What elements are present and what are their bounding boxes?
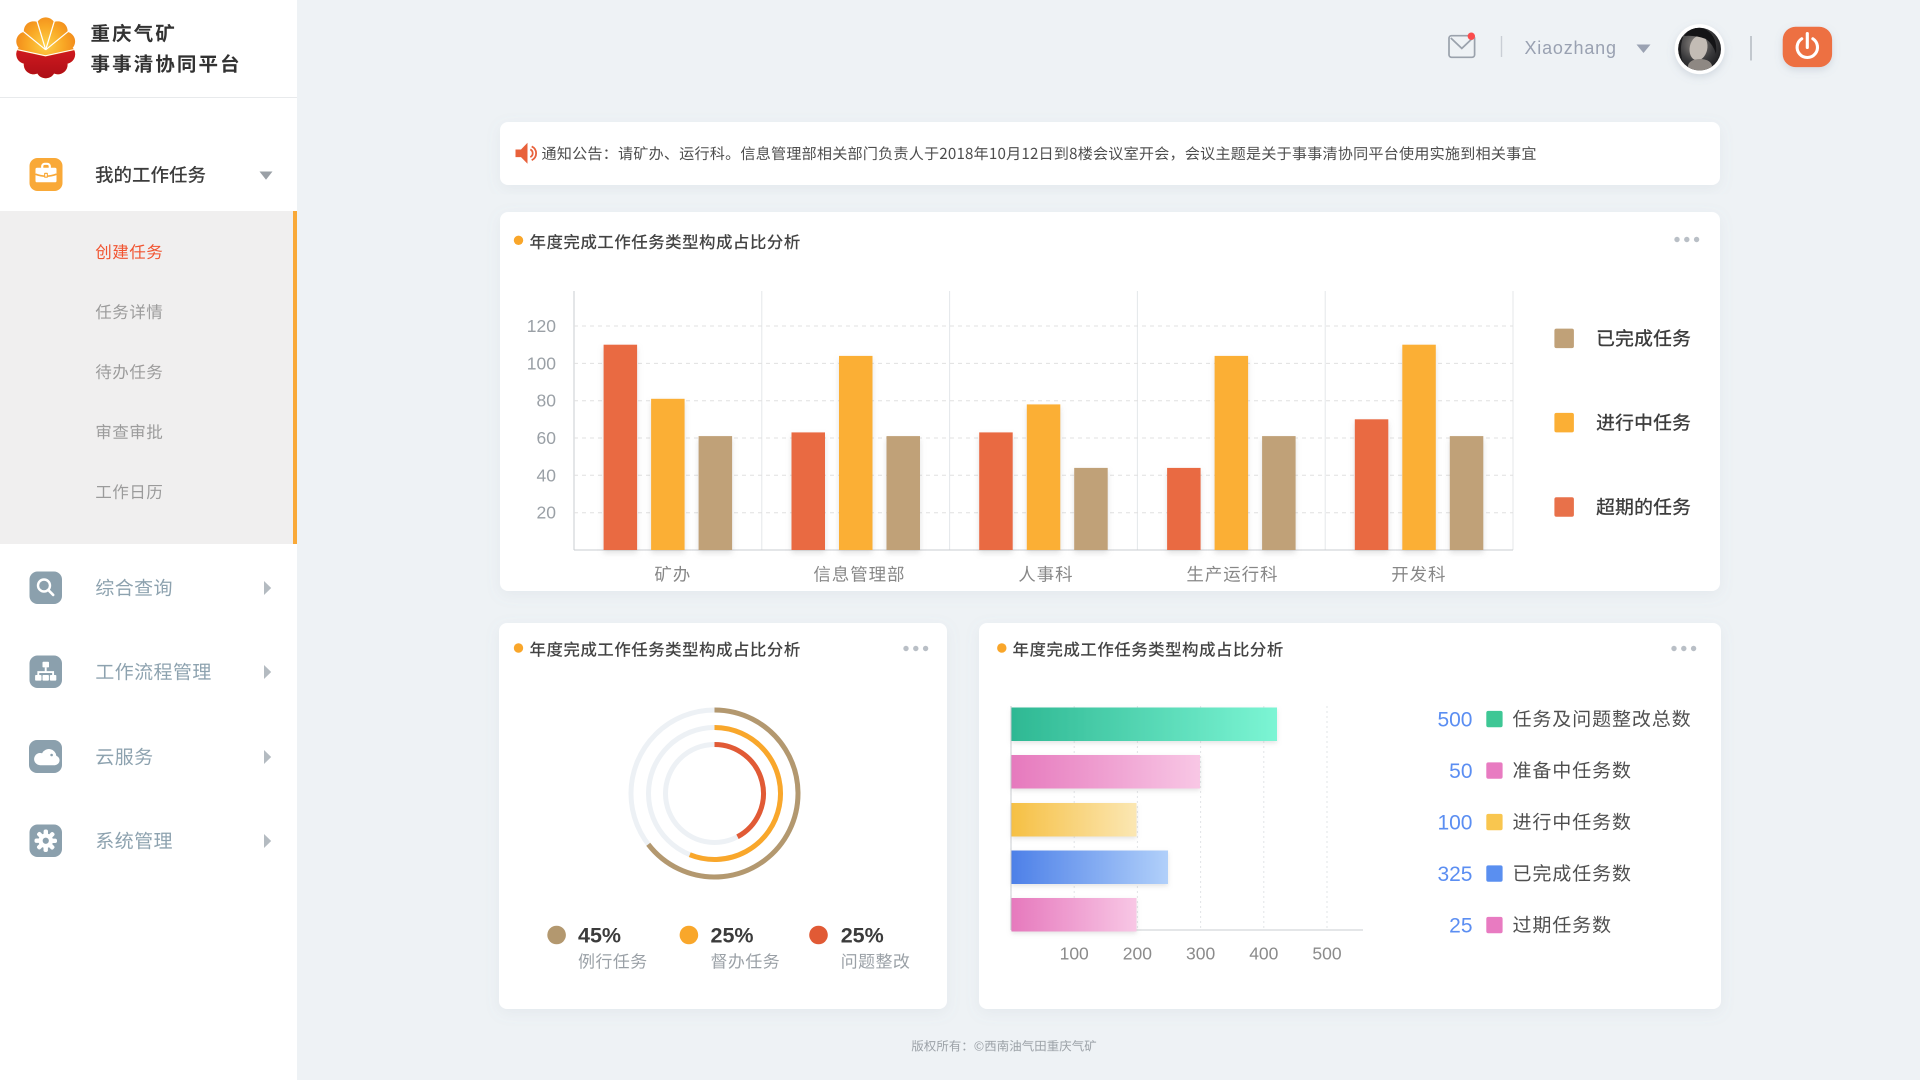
svg-text:100: 100 xyxy=(527,353,556,373)
svg-text:80: 80 xyxy=(537,391,557,411)
svg-text:25%: 25% xyxy=(841,924,884,948)
svg-text:100: 100 xyxy=(1437,811,1472,834)
svg-text:300: 300 xyxy=(1186,944,1215,964)
svg-text:20: 20 xyxy=(537,503,557,523)
svg-text:25: 25 xyxy=(1449,914,1472,937)
svg-text:50: 50 xyxy=(1449,760,1472,783)
svg-text:40: 40 xyxy=(537,465,557,485)
svg-text:500: 500 xyxy=(1312,944,1341,964)
svg-text:25%: 25% xyxy=(711,924,754,948)
svg-text:45%: 45% xyxy=(578,924,621,948)
svg-text:400: 400 xyxy=(1249,944,1278,964)
svg-text:325: 325 xyxy=(1437,863,1472,886)
svg-text:120: 120 xyxy=(527,316,556,336)
svg-text:500: 500 xyxy=(1437,708,1472,731)
svg-text:200: 200 xyxy=(1123,944,1152,964)
svg-text:60: 60 xyxy=(537,428,557,448)
svg-text:Xiaozhang: Xiaozhang xyxy=(1525,38,1617,58)
svg-text:100: 100 xyxy=(1060,944,1089,964)
